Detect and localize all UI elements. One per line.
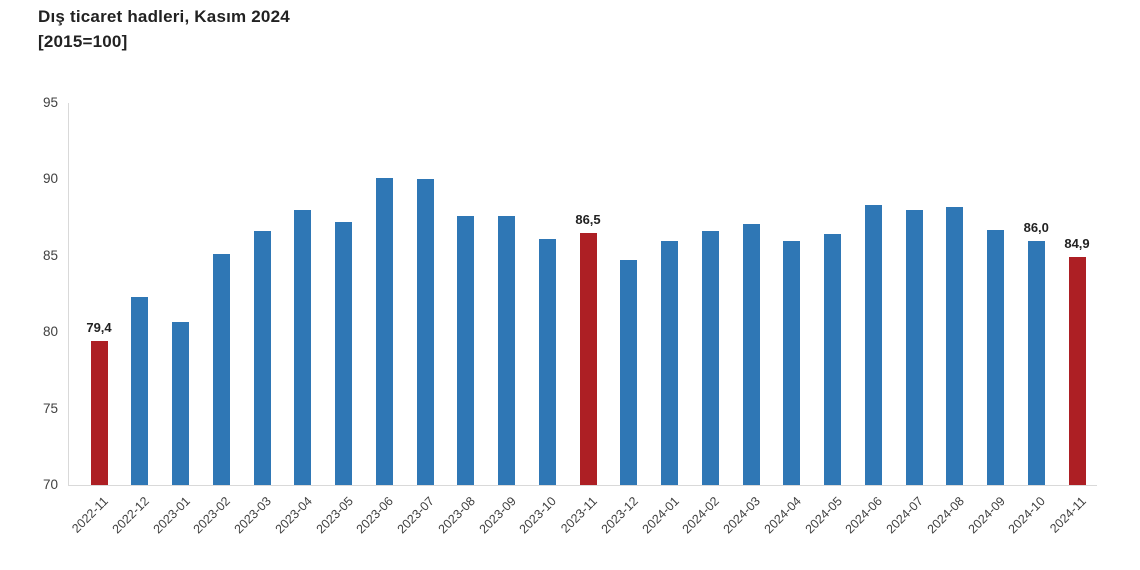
y-axis-tick-label: 85: [42, 247, 58, 263]
bar: [538, 238, 556, 485]
bar: [701, 231, 719, 485]
bar: [253, 231, 271, 485]
y-axis-tick-label: 95: [42, 95, 58, 110]
y-axis-tick-label: 70: [42, 477, 58, 492]
bar-value-label: 86,5: [575, 211, 601, 227]
bar: [131, 297, 149, 485]
bar: [620, 260, 638, 485]
bar-highlighted: [1068, 257, 1086, 485]
bar: [783, 240, 801, 485]
bar: [335, 222, 352, 485]
bar: [498, 216, 515, 485]
bar: [457, 216, 475, 485]
bar-value-label: 86,0: [1023, 219, 1049, 235]
bar: [987, 229, 1004, 485]
y-axis-tick-label: 75: [42, 400, 58, 416]
bar: [946, 206, 964, 485]
bar: [864, 205, 882, 485]
bar: [661, 240, 678, 485]
title-block: Dış ticaret hadleri, Kasım 2024 [2015=10…: [38, 4, 290, 54]
x-axis-line: [68, 485, 1097, 486]
bar: [1027, 240, 1045, 485]
bar: [172, 321, 189, 485]
bar-value-label: 79,4: [86, 320, 112, 336]
bar: [212, 254, 230, 485]
chart-subtitle: [2015=100]: [38, 32, 128, 51]
bar: [905, 209, 923, 485]
bar-highlighted: [90, 341, 108, 485]
bar: [824, 234, 841, 485]
bar: [294, 209, 312, 485]
bar: [742, 223, 760, 485]
y-axis-tick-label: 80: [42, 324, 58, 340]
bar: [375, 177, 393, 485]
chart-title: Dış ticaret hadleri, Kasım 2024: [38, 7, 290, 26]
bar-highlighted: [579, 232, 597, 485]
y-axis-line: [68, 103, 69, 485]
bar-value-label: 84,9: [1064, 236, 1090, 252]
bar: [416, 179, 434, 485]
y-axis-tick-label: 90: [42, 171, 58, 187]
